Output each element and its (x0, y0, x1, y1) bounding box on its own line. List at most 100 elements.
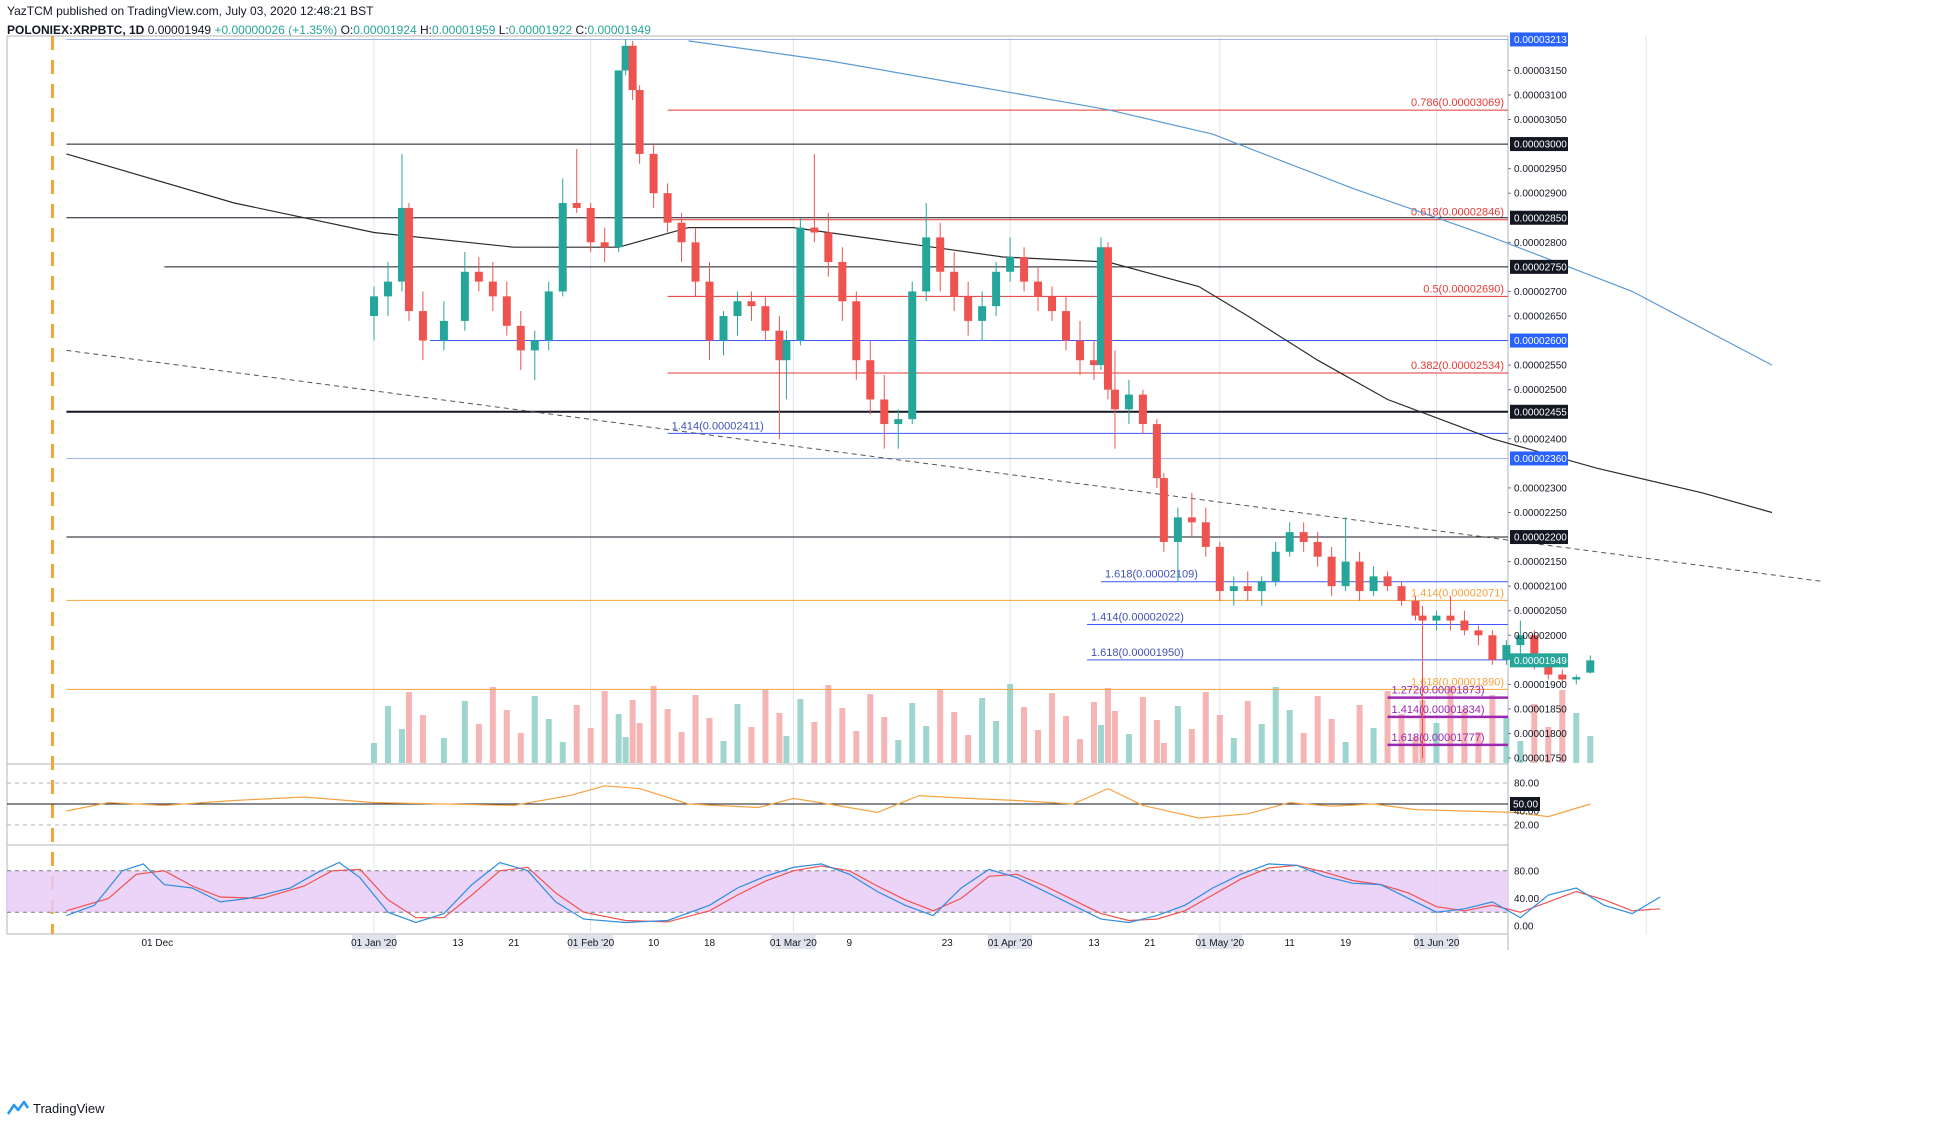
candle-body (1418, 615, 1427, 621)
candle-body (838, 261, 847, 302)
price-tick-label: 0.00002400 (1514, 434, 1567, 445)
volume-bar (1384, 691, 1391, 763)
volume-bar (1097, 725, 1104, 763)
volume-bar (489, 687, 496, 763)
price-axis-badge (1510, 404, 1568, 419)
candle-body (1369, 576, 1378, 592)
candle-body (1138, 394, 1147, 425)
candle-body (628, 45, 637, 91)
price-tick-label: 0.00002150 (1514, 557, 1567, 568)
volume-bar (797, 699, 804, 763)
candle-body (1187, 517, 1196, 523)
volume-bar (1202, 692, 1209, 763)
volume-bar (1244, 701, 1251, 763)
candle-body (1173, 517, 1182, 542)
level-label: 1.618(0.00001950) (1091, 647, 1184, 659)
level-label: 0.382(0.00002534) (1411, 360, 1504, 372)
candle-body (1124, 394, 1133, 410)
volume-bar (1328, 719, 1335, 763)
volume-bar (825, 685, 832, 763)
candle-body (1516, 635, 1525, 646)
price-axis-badge-label: 0.00003000 (1514, 140, 1567, 151)
candle-body (1313, 541, 1322, 557)
volume-bar (692, 695, 699, 763)
volume-bar (419, 715, 426, 763)
rsi-tick-label: 40.00 (1514, 807, 1539, 818)
volume-bar (1021, 707, 1028, 763)
candle-body (1034, 281, 1043, 297)
candle-body (922, 237, 931, 292)
time-axis-badge (771, 935, 816, 949)
price-chart[interactable]: 0.786(0.00003069) 0.618(0.00002846) 0.5(0.… (0, 0, 1934, 1096)
price-tick-label: 0.00001850 (1514, 704, 1567, 715)
price-axis-badge (1510, 32, 1568, 47)
volume-bar (587, 728, 594, 763)
candle-body (1474, 630, 1483, 636)
volume-bar (1475, 732, 1482, 763)
volume-layer (371, 684, 1594, 763)
level-label: 1.414(0.00001834) (1392, 704, 1485, 716)
low-label: L: (498, 23, 509, 37)
candle-body (950, 271, 959, 297)
candle-body (1446, 615, 1455, 621)
volume-bar (1035, 730, 1042, 763)
volume-bar (1300, 733, 1307, 763)
candle-body (1397, 586, 1406, 601)
time-axis-badge (1414, 935, 1459, 949)
volume-bar (1125, 734, 1132, 763)
volume-bar (405, 692, 412, 763)
candle-body (488, 281, 497, 297)
candle-body (439, 320, 448, 341)
volume-bar (762, 690, 769, 763)
volume-bar (776, 713, 783, 763)
time-tick-label: 01 Jan '20 (351, 938, 397, 949)
volume-bar (734, 704, 741, 763)
open-value: 0.00001924 (353, 23, 417, 37)
candle-body (1558, 674, 1567, 680)
volume-bar (517, 733, 524, 763)
volume-bar (1258, 724, 1265, 763)
volume-bar (1090, 702, 1097, 763)
volume-bar (720, 741, 727, 763)
price-axis-badge-label: 0.00002200 (1514, 533, 1567, 544)
candle-body (1006, 257, 1015, 272)
candle-body (1341, 561, 1350, 587)
volume-bar (384, 706, 391, 763)
candle-body (705, 281, 714, 341)
time-axis-badge (988, 935, 1033, 949)
price-tick-label: 0.00003150 (1514, 66, 1567, 77)
time-tick-label: 19 (1340, 938, 1352, 949)
rsi-tick-label: 20.00 (1514, 821, 1539, 832)
volume-bar (951, 712, 958, 763)
candle-body (1075, 340, 1084, 361)
time-tick-label: 01 Jun '20 (1414, 938, 1460, 949)
close-label: C: (575, 23, 588, 37)
candle-body (1355, 561, 1364, 592)
level-label: 0.786(0.00003069) (1411, 97, 1504, 109)
candle-body (1110, 389, 1119, 410)
candle-body (502, 296, 511, 326)
candle-body (474, 271, 483, 282)
ohlc-line: POLONIEX:XRPBTC, 1D 0.00001949 +0.000000… (7, 23, 651, 37)
candle-body (978, 306, 987, 321)
price-tick-label: 0.00002950 (1514, 164, 1567, 175)
rsi-axis-badge (1510, 797, 1540, 811)
volume-bar (1216, 715, 1223, 763)
stoch-d-line (66, 864, 1661, 923)
volume-bar (1272, 687, 1279, 763)
candle-body (663, 193, 672, 223)
level-label: 0.618(0.00002846) (1411, 207, 1504, 219)
volume-bar (1433, 723, 1440, 763)
volume-bar (559, 742, 566, 763)
symbol-label[interactable]: POLONIEX:XRPBTC, 1D (7, 23, 145, 37)
volume-bar (1139, 697, 1146, 763)
candle-body (558, 203, 567, 292)
price-tick-label: 0.00003100 (1514, 90, 1567, 101)
candle-body (1201, 522, 1210, 547)
stoch-tick-label: 40.00 (1514, 894, 1539, 905)
candle-body (733, 301, 742, 316)
candle-body (544, 291, 553, 341)
last-price: 0.00001949 (147, 23, 212, 37)
volume-bar (1398, 714, 1405, 763)
candle-body (747, 301, 756, 307)
